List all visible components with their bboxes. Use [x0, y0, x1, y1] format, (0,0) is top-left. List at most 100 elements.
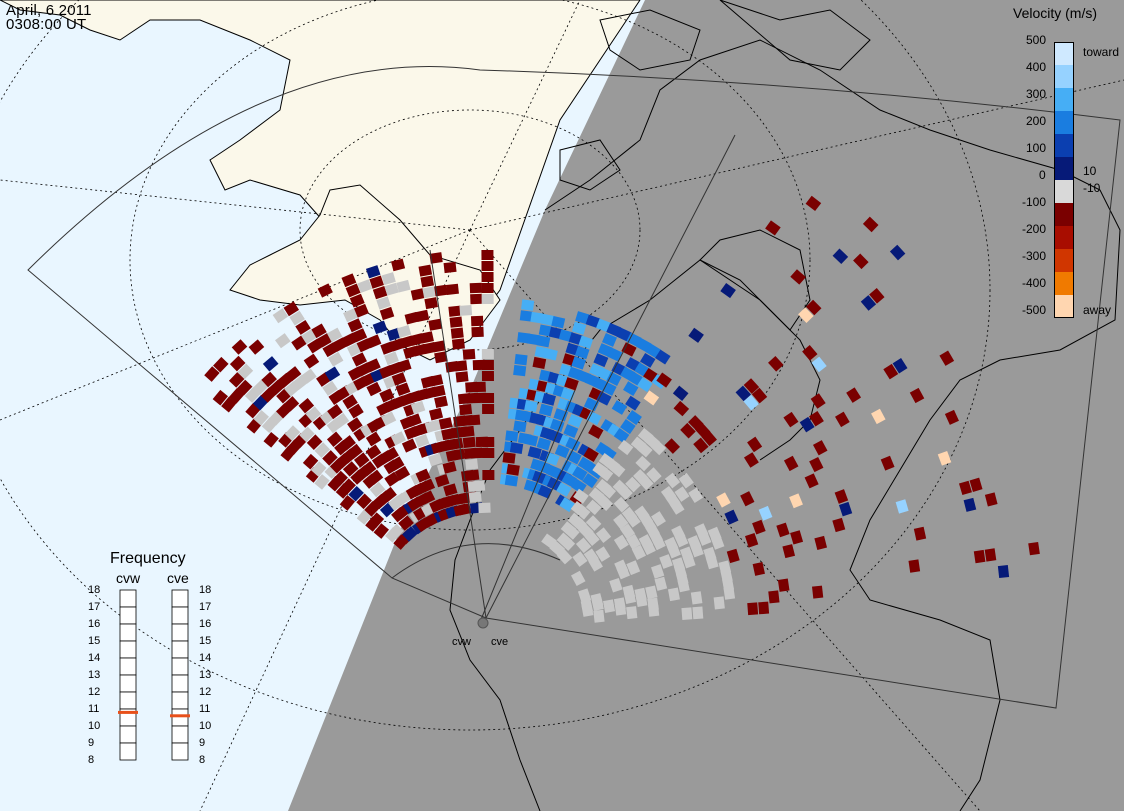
scatter-cell — [812, 440, 828, 456]
scatter-cell — [366, 334, 382, 349]
scatter-cell — [613, 428, 630, 444]
scatter-cell — [504, 474, 519, 487]
scatter-cell — [623, 590, 637, 605]
scatter-cell — [556, 548, 573, 565]
frequency-tick-left: 10 — [88, 720, 101, 732]
scatter-cell — [314, 474, 330, 490]
scatter-cell — [713, 596, 725, 610]
colorbar-tick-300: 300 — [1026, 87, 1047, 101]
scatter-cell — [462, 348, 476, 360]
scatter-cell — [682, 553, 696, 569]
scatter-cell — [549, 418, 565, 433]
scatter-cell — [429, 252, 443, 264]
scatter-cell — [834, 489, 849, 504]
scatter-cells — [204, 195, 1040, 623]
scatter-cell — [470, 293, 483, 305]
scatter-cell — [473, 381, 486, 393]
frequency-cell — [119, 657, 137, 676]
scatter-cell — [701, 430, 717, 447]
scatter-cell — [895, 499, 909, 514]
scatter-cell — [450, 327, 464, 339]
colorbar-segment — [1054, 88, 1074, 112]
scatter-cell — [667, 543, 681, 559]
scatter-cell — [646, 467, 662, 483]
scatter-cell — [348, 485, 364, 502]
scatter-cell — [572, 551, 588, 567]
scatter-cell — [609, 461, 626, 478]
scatter-cell — [913, 526, 927, 541]
scatter-cell — [573, 488, 589, 504]
frequency-cell — [119, 640, 137, 659]
scatter-cell — [674, 532, 689, 548]
scatter-cell — [322, 450, 338, 466]
scatter-cell — [381, 411, 397, 426]
scatter-cell — [326, 327, 343, 343]
scatter-cell — [593, 609, 605, 623]
colorbar-toward-label: toward — [1083, 45, 1120, 59]
colorbar-tick-neg100: -100 — [1022, 195, 1047, 209]
colorbar-tick-400: 400 — [1026, 60, 1047, 74]
scatter-cell — [342, 332, 358, 347]
scatter-cell — [782, 544, 796, 559]
scatter-cell — [351, 352, 367, 367]
scatter-cell — [298, 398, 315, 414]
scatter-cell — [574, 345, 590, 360]
scatter-cell — [571, 478, 587, 494]
scatter-cell — [832, 517, 846, 533]
scatter-cell — [481, 271, 494, 283]
colorbar-segment — [1054, 180, 1074, 204]
scatter-cell — [231, 339, 248, 355]
scatter-cell — [535, 460, 551, 474]
scatter-cell — [482, 469, 495, 481]
colorbar-segment — [1054, 226, 1074, 250]
scatter-cell — [802, 344, 818, 361]
scatter-cell — [677, 578, 690, 593]
scatter-cell — [611, 400, 628, 415]
scatter-cell — [481, 348, 494, 360]
scatter-cell — [613, 496, 630, 513]
colorbar-tick-neg500: -500 — [1022, 303, 1047, 317]
scatter-cell — [481, 282, 494, 294]
scatter-cell — [514, 353, 528, 366]
scatter-cell — [434, 351, 448, 364]
scatter-cell — [506, 463, 520, 476]
scatter-cell — [606, 371, 622, 387]
scatter-cell — [625, 512, 641, 528]
field-of-view — [27, 66, 1121, 709]
frequency-tick-right: 8 — [199, 754, 206, 766]
scatter-cell — [345, 283, 361, 298]
scatter-cell — [272, 308, 289, 324]
scatter-cell — [692, 606, 704, 620]
colorbar-segment — [1054, 249, 1074, 273]
scatter-cell — [697, 530, 712, 546]
scatter-cell — [481, 260, 494, 272]
scatter-cell — [575, 537, 592, 554]
scatter-cell — [357, 279, 373, 293]
scatter-cell — [449, 437, 464, 450]
scatter-cell — [716, 492, 731, 508]
hudson-bay-outline — [699, 229, 811, 331]
scatter-cell — [443, 483, 458, 497]
scatter-cell — [324, 366, 341, 382]
scatter-cell — [348, 403, 364, 419]
frequency-title: Frequency — [110, 550, 186, 567]
scatter-cell — [384, 471, 400, 487]
scatter-cell — [969, 477, 983, 492]
scatter-cell — [401, 438, 417, 453]
frequency-tick-left: 14 — [88, 652, 101, 664]
scatter-cell — [674, 486, 690, 502]
scatter-cell — [585, 515, 602, 531]
scatter-cell — [327, 404, 343, 420]
scatter-cell — [365, 431, 382, 447]
scatter-cell — [365, 444, 382, 460]
scatter-cell — [752, 561, 765, 576]
frequency-tick-left: 16 — [88, 618, 101, 630]
scatter-cell — [332, 470, 348, 487]
frequency-cell — [119, 674, 137, 693]
scatter-cell — [805, 195, 822, 212]
scatter-cell — [451, 338, 465, 350]
scatter-cell — [690, 542, 704, 558]
scatter-cell — [372, 320, 388, 335]
scatter-cell — [384, 282, 399, 296]
scatter-cell — [420, 478, 436, 493]
